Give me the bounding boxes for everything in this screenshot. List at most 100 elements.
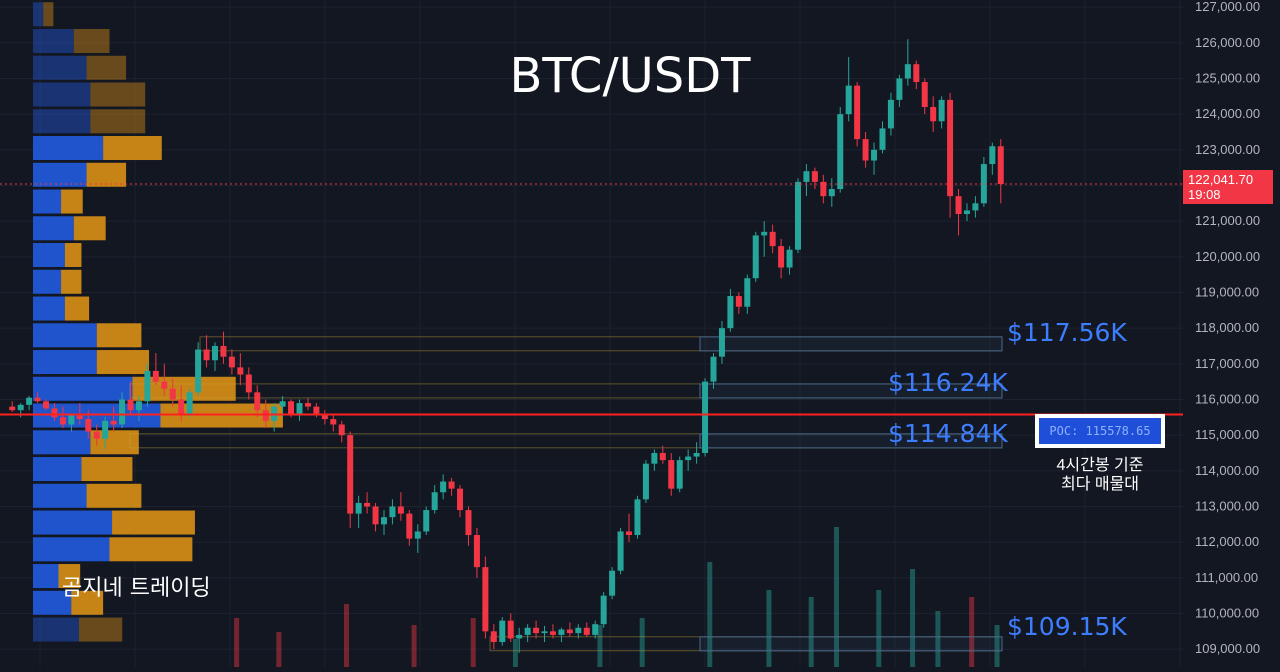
candle-body — [212, 345, 219, 361]
level-zone-right — [699, 383, 1003, 399]
candle-body — [448, 481, 455, 489]
candle-body — [152, 370, 159, 382]
candle-body — [161, 381, 168, 389]
tick-label: 109,000.00 — [1195, 641, 1260, 656]
tick-label: 127,000.00 — [1195, 0, 1260, 14]
candles — [9, 39, 1004, 653]
candle-body — [431, 492, 438, 511]
candle-body — [820, 181, 827, 197]
volume-bar — [910, 569, 916, 667]
candle-body — [490, 631, 497, 643]
profile-buy-bar — [33, 537, 110, 562]
candle-body — [304, 403, 311, 407]
candle-body — [811, 171, 818, 182]
profile-sell-bar — [90, 82, 146, 107]
tick-label: 124,000.00 — [1195, 106, 1260, 121]
current-price-tag: 122,041.70 19:08 — [1183, 170, 1273, 204]
tick-label: 112,000.00 — [1195, 534, 1259, 549]
candle-body — [879, 128, 886, 150]
poc-note: 4시간봉 기준 최다 매물대 — [1030, 456, 1170, 494]
candle-body — [330, 419, 337, 425]
candle-body — [575, 627, 582, 634]
candle-body — [752, 235, 759, 279]
candle-body — [516, 634, 523, 639]
candle-body — [871, 149, 878, 161]
tick-label: 114,000.00 — [1195, 463, 1259, 478]
profile-buy-bar — [33, 2, 44, 27]
candle-body — [803, 171, 810, 182]
profile-buy-bar — [33, 590, 72, 615]
candle-body — [17, 404, 24, 411]
candle-body — [913, 64, 920, 83]
tick-label: 118,000.00 — [1195, 320, 1259, 335]
candle-body — [355, 502, 362, 514]
volume-bar — [969, 597, 975, 667]
price-axis[interactable]: 109,000.00 110,000.00 111,000.00 112,000.00… — [1183, 0, 1280, 667]
profile-buy-bar — [33, 483, 87, 508]
profile-buy-bar — [33, 216, 74, 241]
candle-body — [744, 278, 751, 307]
profile-sell-bar — [61, 189, 83, 214]
profile-sell-bar — [86, 162, 127, 187]
tick-label: 111,000.00 — [1195, 570, 1258, 585]
profile-sell-bar — [96, 350, 150, 375]
candle-body — [828, 189, 835, 197]
candle-body — [634, 499, 641, 536]
volume-bar — [994, 625, 1000, 667]
poc-label: POC: 115578.65 — [1039, 418, 1161, 444]
candle-body — [566, 629, 573, 634]
candle-body — [541, 631, 548, 634]
candle-body — [769, 231, 776, 247]
level-label-116k: $116.24K — [888, 368, 1008, 397]
level-label-114k: $114.84K — [888, 419, 1008, 448]
tick-label: 119,000.00 — [1195, 284, 1259, 299]
candle-body — [617, 531, 624, 571]
candle-body — [178, 399, 185, 414]
volume-bar — [876, 590, 882, 667]
volume-bar — [470, 618, 476, 667]
candle-body — [533, 627, 540, 634]
candle-body — [110, 420, 117, 425]
candle-body — [465, 510, 472, 536]
level-label-117k: $117.56K — [1007, 318, 1127, 347]
candle-body — [651, 452, 658, 464]
candle-body — [76, 415, 83, 420]
profile-sell-bar — [103, 136, 162, 161]
profile-buy-bar — [33, 617, 79, 642]
candle-body — [414, 531, 421, 539]
profile-buy-bar — [33, 243, 65, 268]
candle-body — [457, 488, 464, 511]
profile-sell-bar — [73, 29, 110, 54]
candle-body — [837, 114, 844, 190]
profile-buy-bar — [33, 350, 97, 375]
candle-body — [854, 85, 861, 140]
candle-body — [389, 506, 396, 518]
profile-buy-bar — [33, 376, 133, 401]
candle-body — [989, 146, 996, 165]
candle-body — [794, 181, 801, 250]
profile-sell-bar — [90, 109, 146, 134]
candle-body — [761, 231, 768, 236]
candle-body — [9, 406, 16, 411]
candle-body — [921, 82, 928, 108]
candle-body — [972, 203, 979, 211]
candle-body — [549, 631, 556, 635]
candle-body — [68, 415, 75, 425]
candle-body — [262, 410, 269, 421]
candle-body — [440, 481, 447, 493]
candle-body — [997, 146, 1004, 185]
candle-body — [203, 349, 210, 361]
profile-sell-bar — [112, 510, 195, 535]
poc-note-line1: 4시간봉 기준 — [1056, 457, 1144, 474]
candle-body — [786, 249, 793, 268]
volume-bar — [343, 604, 349, 667]
candle-body — [296, 403, 303, 414]
current-price-value: 122,041.70 — [1188, 172, 1254, 187]
candle-body — [288, 401, 295, 414]
tick-label: 123,000.00 — [1195, 142, 1260, 157]
tick-label: 126,000.00 — [1195, 35, 1260, 50]
volume-profile — [33, 2, 283, 642]
tick-label: 116,000.00 — [1195, 391, 1259, 406]
profile-sell-bar — [109, 537, 193, 562]
